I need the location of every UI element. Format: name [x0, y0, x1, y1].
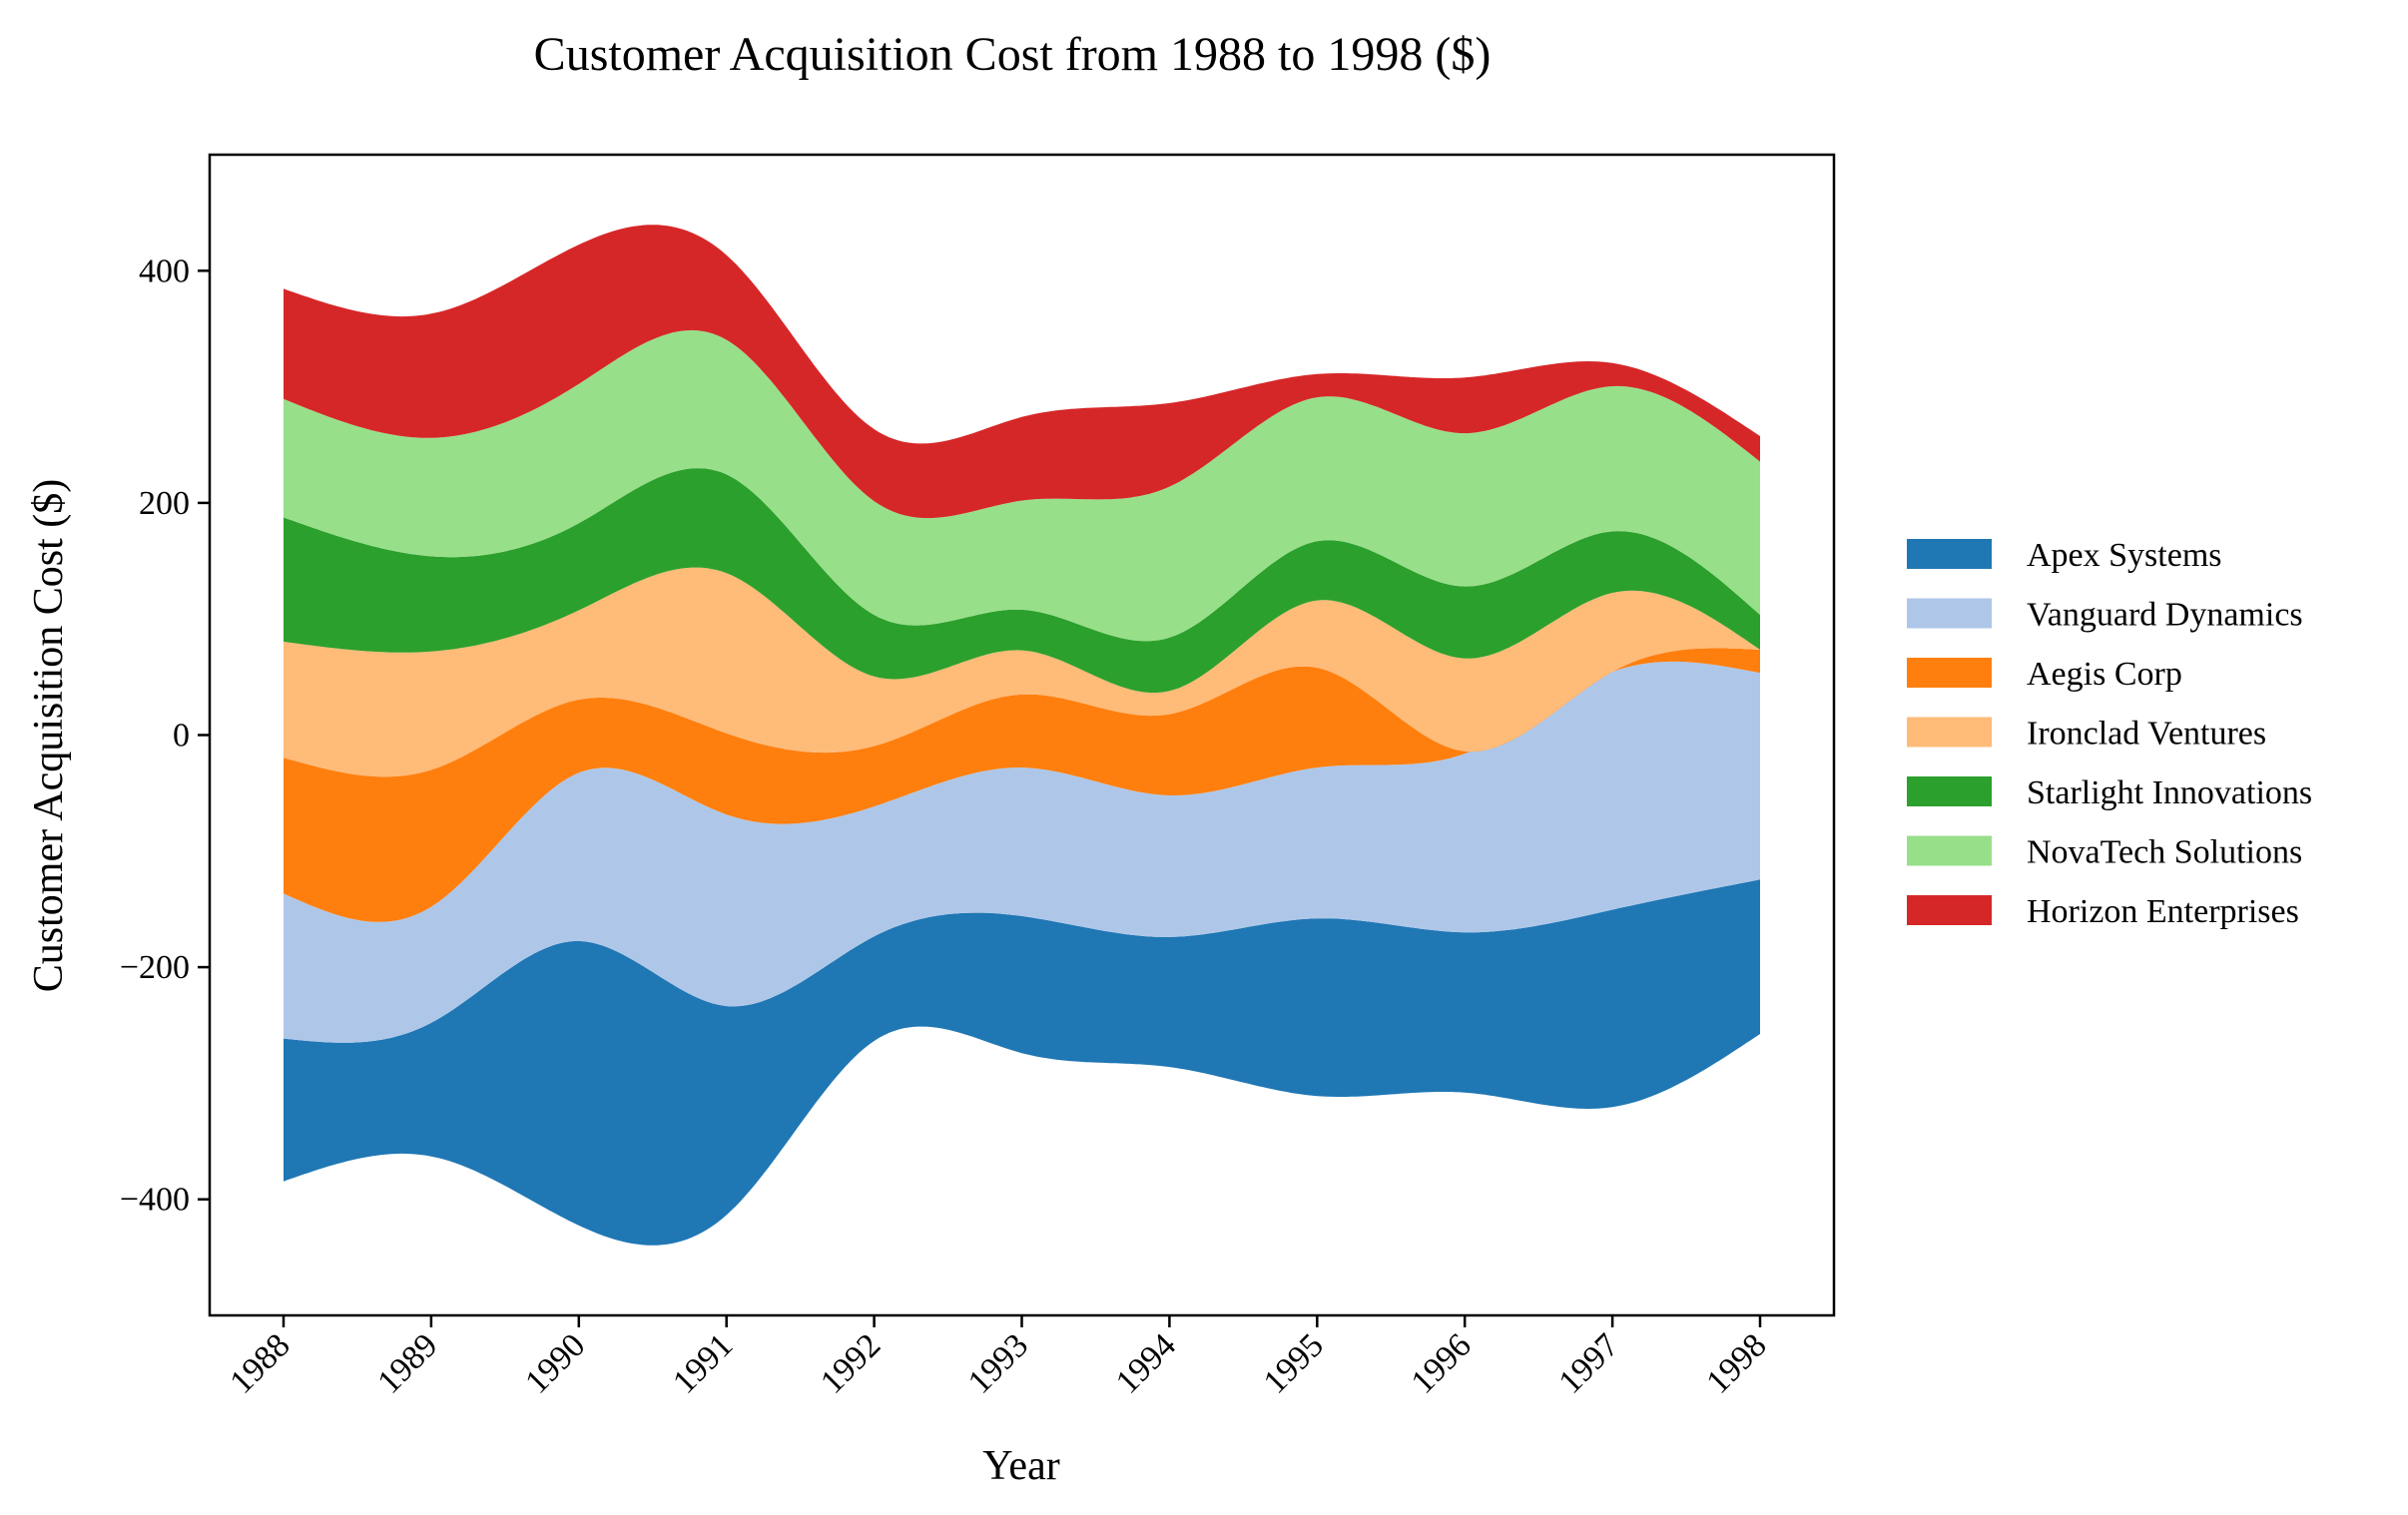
x-tick-label: 1991: [666, 1326, 740, 1400]
x-tick-label: 1988: [223, 1326, 297, 1400]
y-tick-label: −200: [120, 949, 190, 986]
y-tick-label: −400: [120, 1182, 190, 1219]
y-tick-label: 0: [173, 718, 190, 755]
legend-swatch: [1907, 895, 1992, 925]
chart-legend: Apex Systems Vanguard Dynamics Aegis Corp I…: [1907, 537, 2312, 930]
legend-label: Aegis Corp: [2027, 656, 2182, 693]
legend-swatch: [1907, 539, 1992, 569]
stream-area-starlight-innovations: [284, 468, 1760, 694]
legend-swatch: [1907, 776, 1992, 806]
x-tick-label: 1997: [1552, 1326, 1626, 1400]
legend-label: NovaTech Solutions: [2027, 834, 2302, 871]
chart-title: Customer Acquisition Cost from 1988 to 1…: [534, 28, 1492, 81]
y-axis-label: Customer Acquisition Cost ($): [26, 479, 72, 993]
x-tick-label: 1995: [1257, 1326, 1331, 1400]
legend-swatch: [1907, 598, 1992, 629]
legend-label: Horizon Enterprises: [2027, 893, 2299, 930]
x-axis-label: Year: [982, 1443, 1059, 1489]
x-tick-label: 1990: [518, 1326, 592, 1400]
legend-swatch: [1907, 717, 1992, 748]
x-tick-label: 1994: [1109, 1326, 1183, 1400]
x-tick-label: 1992: [814, 1326, 888, 1400]
legend-label: Vanguard Dynamics: [2027, 597, 2303, 634]
x-tick-label: 1996: [1405, 1326, 1479, 1400]
x-tick-label: 1993: [961, 1326, 1035, 1400]
y-tick-label: 400: [139, 252, 190, 289]
legend-label: Starlight Innovations: [2027, 774, 2312, 811]
legend-label: Apex Systems: [2027, 537, 2222, 574]
y-axis-ticks: 400 200 0 −200 −400: [120, 252, 210, 1219]
stream-areas: [284, 225, 1760, 1246]
stream-area-horizon-enterprises: [284, 225, 1760, 519]
stream-area-novatech-solutions: [284, 329, 1760, 642]
stream-area-aegis-corp: [284, 648, 1760, 922]
y-tick-label: 200: [139, 485, 190, 522]
legend-swatch: [1907, 835, 1992, 866]
stream-area-apex-systems: [284, 879, 1760, 1246]
stream-area-ironclad-ventures: [284, 567, 1760, 777]
x-tick-label: 1998: [1699, 1326, 1773, 1400]
legend-label: Ironclad Ventures: [2027, 716, 2266, 753]
legend-swatch: [1907, 658, 1992, 688]
x-axis-ticks: 1988 1989 1990 1991 1992 1993 1994 1995 1996 1997…: [223, 1315, 1774, 1401]
stream-area-vanguard-dynamics: [284, 661, 1760, 1043]
x-tick-label: 1989: [370, 1326, 444, 1400]
